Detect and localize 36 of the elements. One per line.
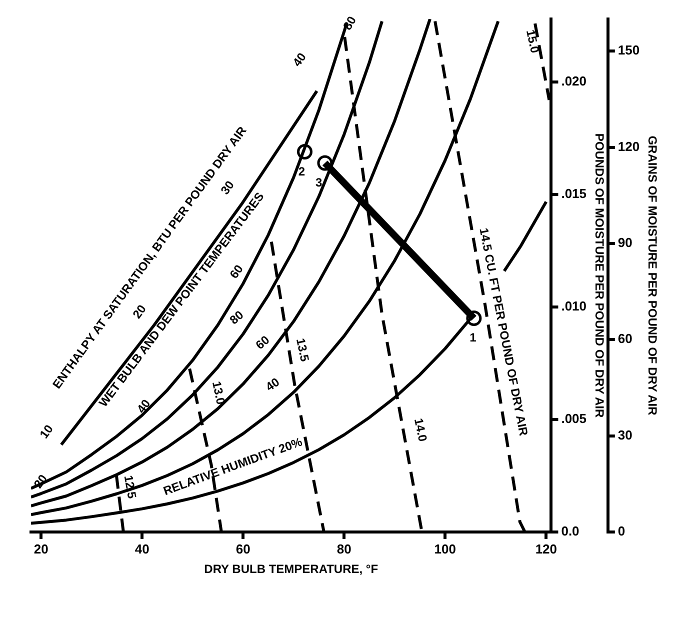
x-tick-label: 60 [236, 541, 250, 556]
annotation: 1 [470, 330, 477, 344]
annotation: 12.5 [121, 474, 140, 500]
y-tick-label: .020 [561, 74, 587, 89]
x-tick-label: 80 [336, 541, 352, 556]
annotation: 10 [36, 422, 56, 442]
x-tick-label: 120 [535, 541, 558, 556]
y-axis-title: POUNDS OF MOISTURE PER POUND OF DRY AIR [592, 133, 606, 418]
x-tick-label: 40 [134, 541, 150, 556]
y2-tick-label: 150 [618, 42, 640, 58]
y2-tick-label: 120 [618, 138, 640, 154]
y-tick-label: .005 [561, 411, 587, 426]
annotation: 40 [134, 396, 154, 416]
y-tick-label: 0.0 [561, 524, 580, 539]
x-tick-label: 20 [34, 541, 48, 556]
annotation: 14.5 CU. FT PER POUND OF DRY AIR [476, 226, 531, 438]
x-tick-label: 100 [434, 541, 456, 556]
annotation: 3 [316, 176, 323, 190]
annotation: 2 [298, 164, 306, 178]
annotation: 14.0 [411, 416, 430, 444]
annotation: 15.0 [523, 28, 542, 55]
annotation: 40 [290, 50, 310, 70]
y2-tick-label: 90 [618, 235, 632, 250]
x-axis-title: DRY BULB TEMPERATURE, °F [204, 562, 378, 576]
y-tick-label: .010 [561, 298, 587, 314]
y2-tick-label: 30 [618, 427, 632, 442]
y2-axis-title: GRAINS OF MOISTURE PER POUND OF DRY AIR [645, 136, 660, 416]
y2-tick-label: 60 [618, 331, 632, 346]
annotation: 30 [218, 178, 238, 198]
annotation: 13.5 [293, 336, 312, 364]
y-tick-label: .015 [561, 186, 587, 202]
annotation: 40 [263, 374, 282, 394]
annotation: 13.0 [209, 380, 228, 406]
annotation: 80 [226, 308, 246, 328]
annotation: 60 [252, 332, 272, 352]
y2-tick-label: 0 [618, 524, 626, 539]
